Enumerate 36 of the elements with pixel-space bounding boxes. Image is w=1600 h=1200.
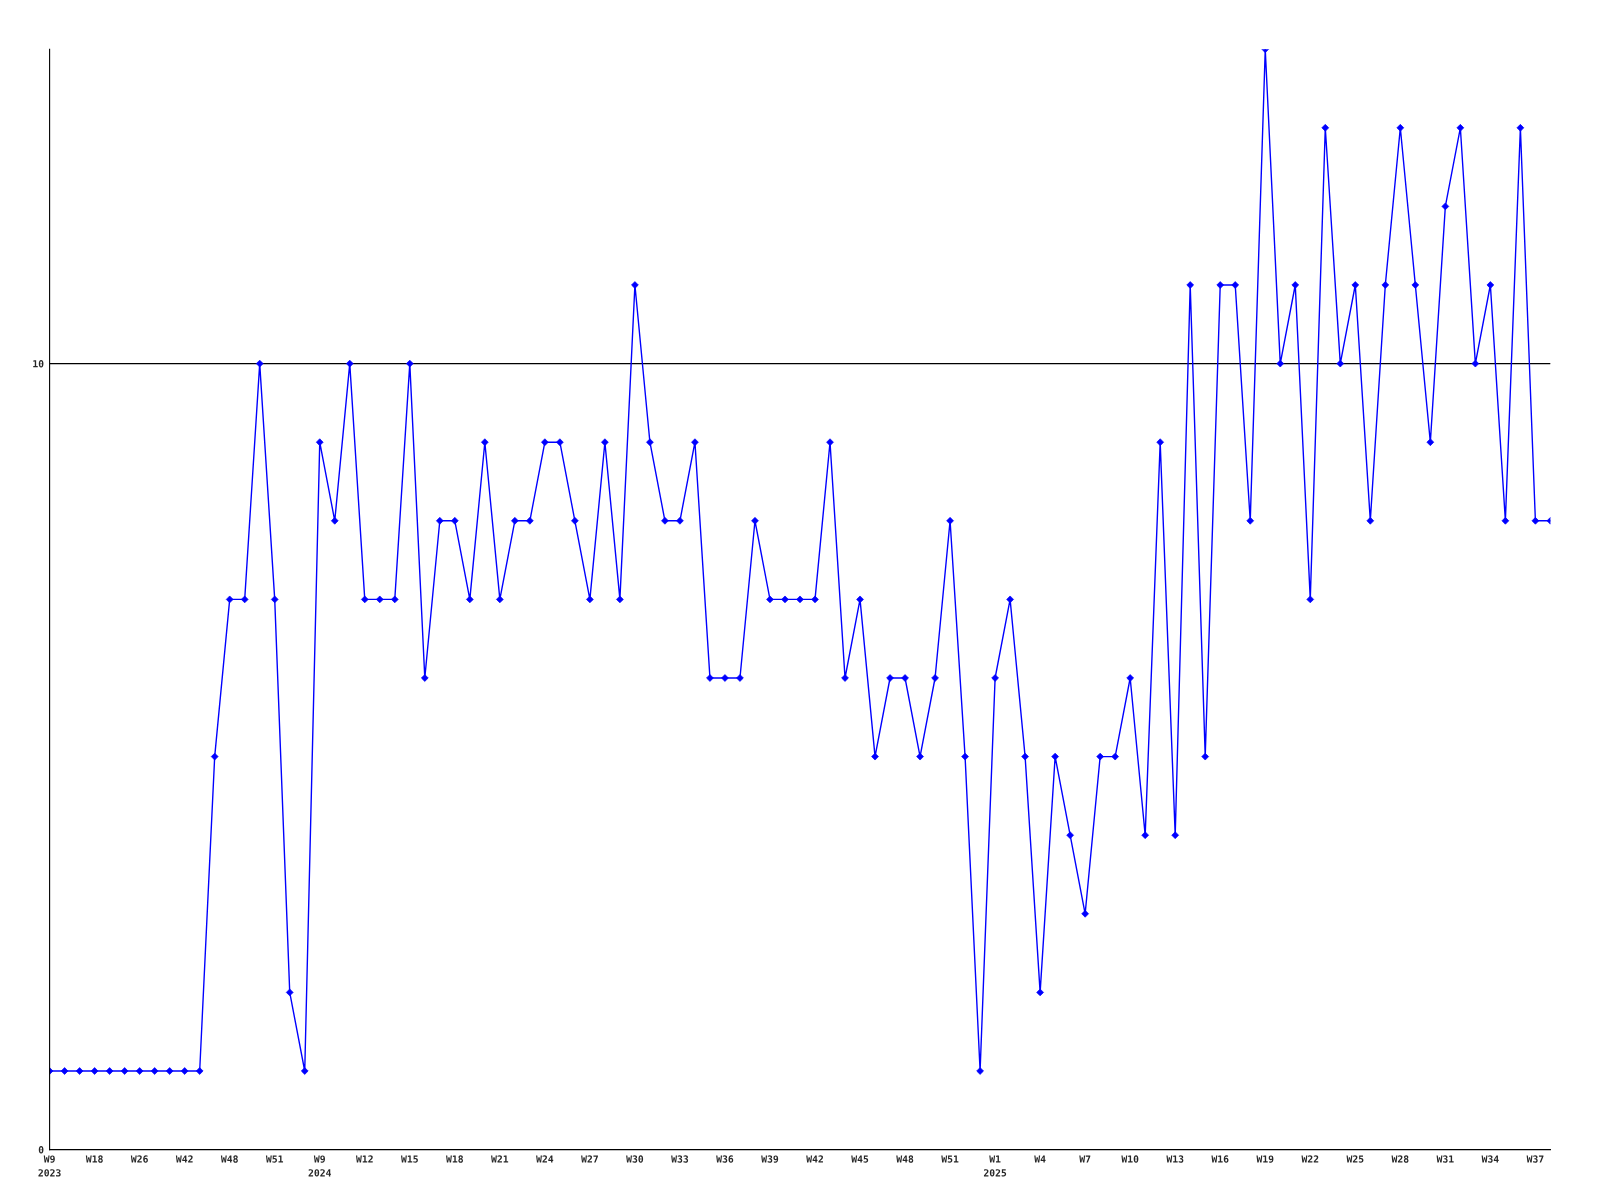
- x-tick-label: W25: [1346, 1155, 1364, 1163]
- x-tick-label: W1 2025: [983, 1155, 1007, 1177]
- x-tick-label: W22: [1301, 1155, 1319, 1163]
- x-tick-label: W48: [220, 1155, 238, 1163]
- x-tick-label: W30: [626, 1155, 644, 1163]
- x-tick-label: W13: [1166, 1155, 1184, 1163]
- x-tick-label: W51: [265, 1155, 284, 1163]
- x-tick-label: W18: [85, 1155, 103, 1163]
- x-tick-label: W51: [941, 1155, 959, 1163]
- x-tick-label: W33: [671, 1155, 689, 1163]
- x-tick-label: W10: [1121, 1155, 1139, 1163]
- x-tick-label: W15: [401, 1155, 418, 1163]
- x-tick-label: W21: [491, 1155, 509, 1163]
- y-tick-label: 10: [33, 360, 44, 368]
- x-tick-label: W28: [1391, 1155, 1409, 1163]
- x-tick-label: W24: [536, 1155, 554, 1163]
- x-tick-label: W42: [175, 1155, 193, 1163]
- x-tick-label: W37: [1526, 1155, 1544, 1163]
- x-tick-label: W4: [1034, 1155, 1046, 1163]
- x-tick-label: W36: [716, 1155, 734, 1163]
- x-tick-label: W9 2023: [38, 1155, 61, 1177]
- x-tick-label: W9 2024: [308, 1155, 332, 1177]
- x-tick-label: W45: [851, 1155, 869, 1163]
- x-tick-label: W48: [896, 1155, 914, 1163]
- x-tick-label: W19: [1256, 1155, 1274, 1163]
- x-tick-label: W12: [355, 1155, 373, 1163]
- x-tick-label: W26: [130, 1155, 148, 1163]
- x-tick-label: W16: [1211, 1155, 1229, 1163]
- x-tick-label: W7: [1079, 1155, 1091, 1163]
- x-tick-label: W42: [806, 1155, 823, 1163]
- x-tick-label: W39: [761, 1155, 779, 1163]
- x-tick-label: W34: [1481, 1155, 1499, 1163]
- x-tick-label: W18: [446, 1155, 463, 1163]
- y-tick-label: 0: [38, 1146, 44, 1154]
- x-tick-label: W27: [581, 1155, 598, 1163]
- x-tick-label: W31: [1436, 1155, 1454, 1163]
